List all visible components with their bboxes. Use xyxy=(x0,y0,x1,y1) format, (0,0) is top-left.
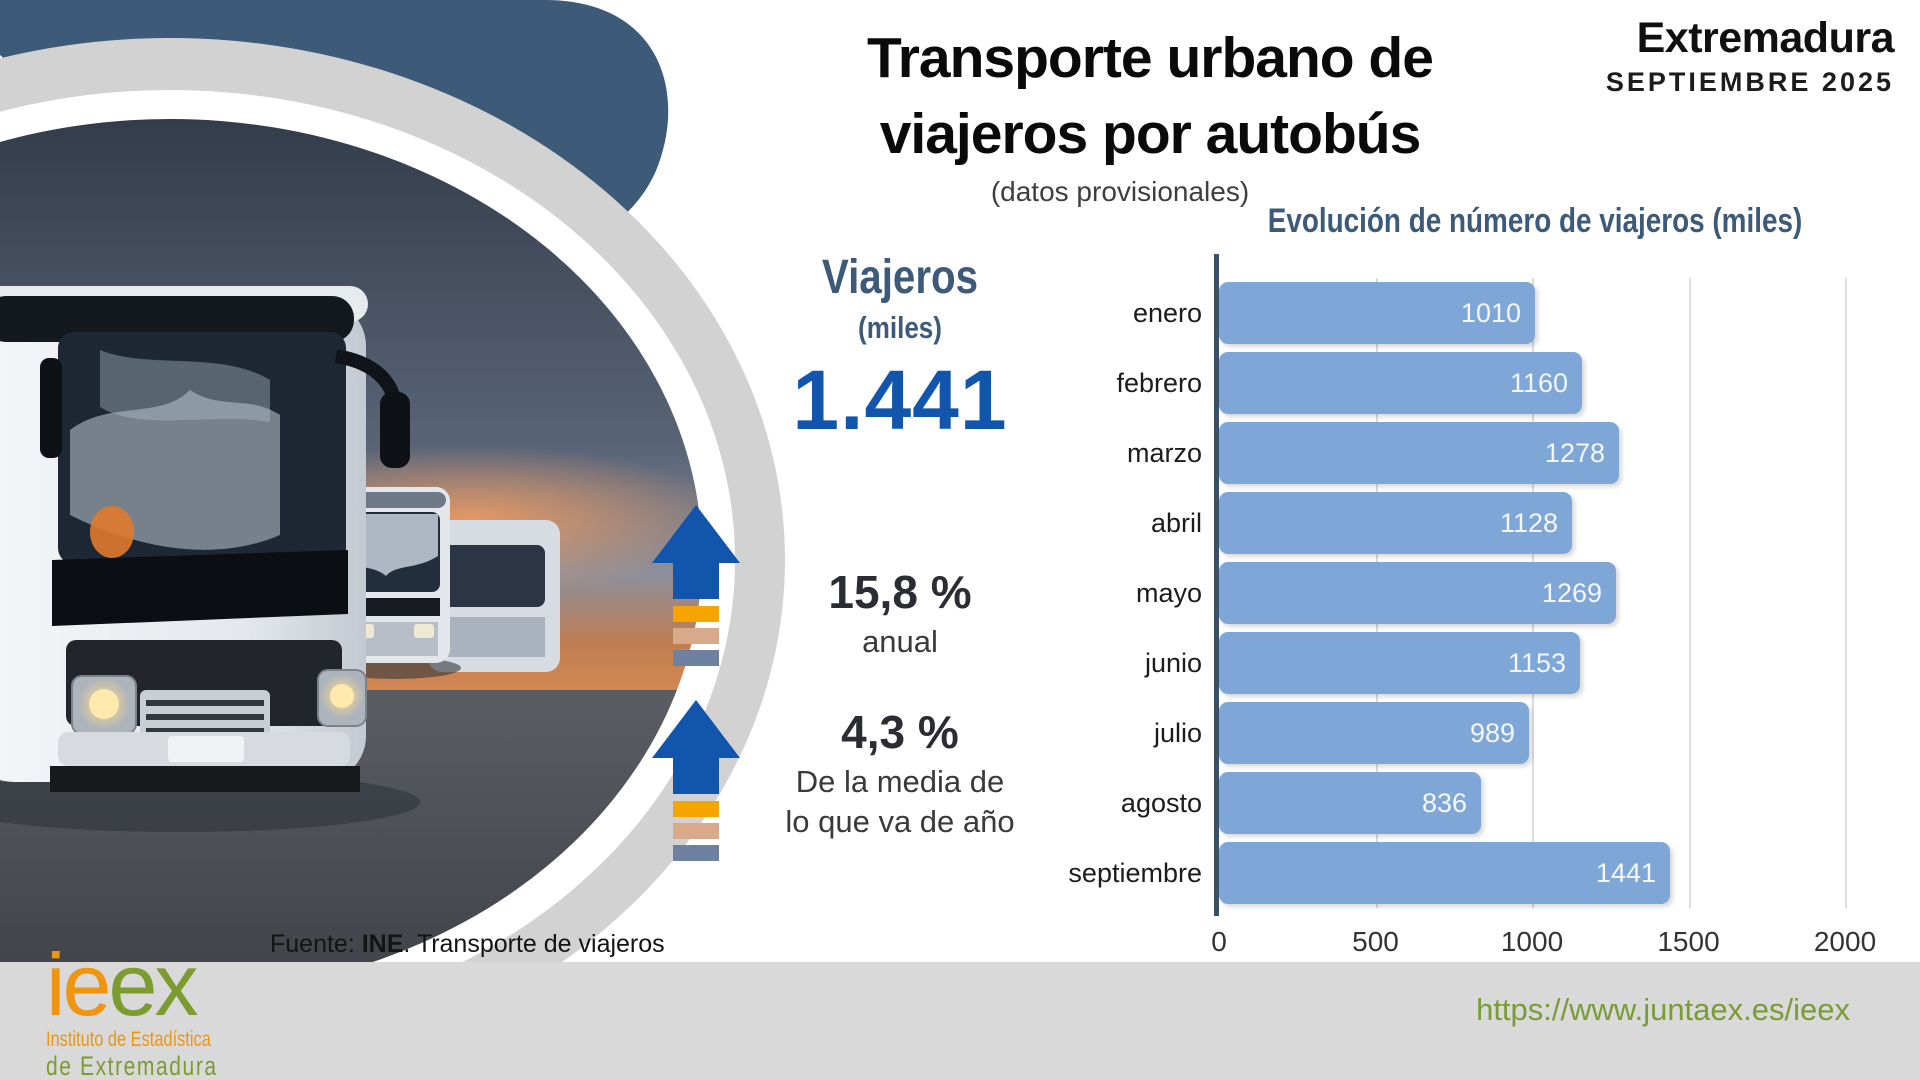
bar-row: marzo 1278 xyxy=(1127,418,1859,488)
bar-label: enero xyxy=(1132,298,1202,328)
kpi-value: 1.441 xyxy=(792,353,1008,447)
bar-value: 1278 xyxy=(1544,438,1605,468)
bar-label: marzo xyxy=(1126,438,1202,468)
bar-row: septiembre 1441 xyxy=(1068,838,1859,908)
bar: 1010 xyxy=(1219,282,1535,344)
second-bus-illustration xyxy=(329,487,461,679)
main-bus-illustration xyxy=(0,286,420,832)
page-title-line2: viajeros por autobús xyxy=(879,102,1422,166)
bar: 836 xyxy=(1219,772,1481,834)
stat-ytd-caption: De la media de lo que va de año xyxy=(785,764,1015,839)
kpi-label: Viajeros xyxy=(821,251,979,304)
stat-ytd-value: 4,3 % xyxy=(841,706,959,758)
bus-photo xyxy=(0,119,702,995)
bar: 1153 xyxy=(1219,632,1580,694)
distant-bus-illustration xyxy=(428,520,560,672)
region-name: Extremadura xyxy=(1636,14,1895,62)
footer-band xyxy=(0,962,1920,1080)
bar-label: julio xyxy=(1153,718,1202,748)
bar-label: agosto xyxy=(1120,788,1202,818)
ieex-logo-subtitle1: Instituto de Estadística xyxy=(46,1028,211,1051)
bar-row: enero 1010 xyxy=(1133,278,1859,348)
bar-value: 989 xyxy=(1469,718,1515,748)
page-subtitle: (datos provisionales) xyxy=(990,176,1250,207)
bar-label: mayo xyxy=(1135,578,1202,608)
bar-value: 1128 xyxy=(1499,508,1558,538)
bar-row: mayo 1269 xyxy=(1136,558,1859,628)
bar: 1160 xyxy=(1219,352,1582,414)
bar-value: 836 xyxy=(1421,788,1467,818)
bar-value: 1010 xyxy=(1460,298,1521,328)
up-arrow-icon xyxy=(652,700,740,861)
region-block: Extremadura SEPTIEMBRE 2025 xyxy=(1605,14,1895,98)
bar-row: julio 989 xyxy=(1154,698,1859,768)
x-tick-label: 500 xyxy=(1352,926,1399,957)
bar-value: 1160 xyxy=(1509,368,1568,398)
bar-row: abril 1128 xyxy=(1151,488,1859,558)
bar-label: junio xyxy=(1144,648,1202,678)
bar: 1128 xyxy=(1219,492,1572,554)
chart-plot: enero 1010 febrero 1160 marzo 1278 abril 1128 ma… xyxy=(1068,254,1876,957)
stat-annual-caption: anual xyxy=(862,624,938,659)
bar-value: 1441 xyxy=(1595,858,1656,888)
bar-value: 1153 xyxy=(1507,648,1566,678)
ieex-logo-wordmark: ieex xyxy=(46,935,198,1034)
gridline xyxy=(1845,278,1847,908)
bar-row: febrero 1160 xyxy=(1116,348,1859,418)
bar-label: septiembre xyxy=(1068,858,1202,888)
gridline xyxy=(1688,278,1691,908)
source-org: INE xyxy=(361,930,404,958)
stat-annual-value: 15,8 % xyxy=(828,566,972,618)
page-title-line1: Transporte urbano de xyxy=(867,26,1434,90)
bar-row: agosto 836 xyxy=(1121,768,1859,838)
x-tick-label: 2000 xyxy=(1813,926,1877,957)
bar: 1278 xyxy=(1219,422,1619,484)
bar: 1269 xyxy=(1219,562,1616,624)
x-tick-label: 0 xyxy=(1211,926,1227,957)
x-tick-label: 1500 xyxy=(1657,926,1720,957)
bar-label: abril xyxy=(1150,508,1202,538)
source-note: Fuente: INE. Transporte de viajeros xyxy=(270,930,665,958)
bar: 1441 xyxy=(1219,842,1670,904)
y-axis-line xyxy=(1214,254,1219,916)
bar-label: febrero xyxy=(1116,368,1202,398)
bar-row: junio 1153 xyxy=(1145,628,1859,698)
x-tick-label: 1000 xyxy=(1500,926,1564,957)
bar: 989 xyxy=(1219,702,1529,764)
ieex-logo-subtitle2: de Extremadura xyxy=(46,1051,218,1080)
page-title: Transporte urbano de viajeros por autobú… xyxy=(800,20,1500,172)
kpi-unit: (miles) xyxy=(858,310,942,345)
report-period: SEPTIEMBRE 2025 xyxy=(1605,67,1894,97)
bar-value: 1269 xyxy=(1541,578,1602,608)
website-link[interactable]: https://www.juntaex.es/ieex xyxy=(1476,992,1850,1027)
ieex-logo: ieex Instituto de Estadística de Extrema… xyxy=(46,935,266,1080)
chart-title: Evolución de número de viajeros (miles) xyxy=(1267,202,1803,240)
up-arrow-icon xyxy=(652,505,740,666)
